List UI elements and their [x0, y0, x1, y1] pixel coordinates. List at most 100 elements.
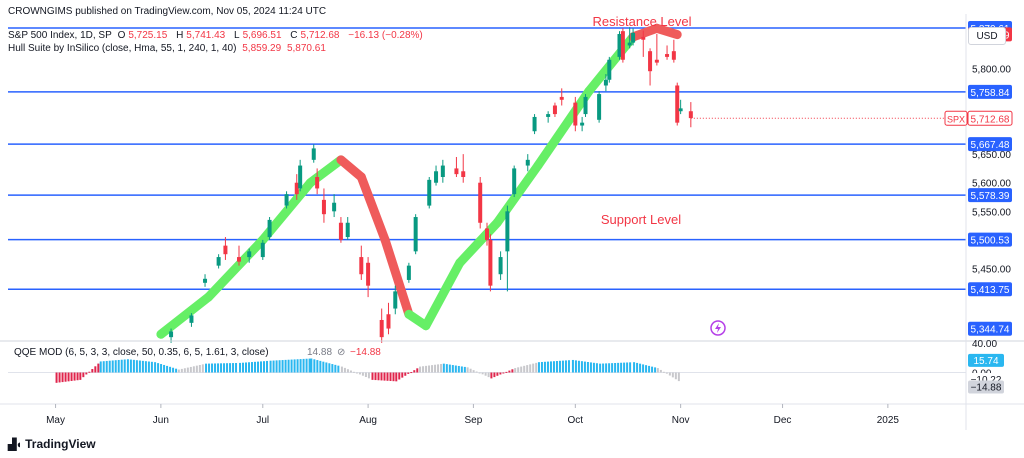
close-value: C 5,712.68 [290, 30, 342, 41]
candle [247, 248, 252, 263]
qqe-bar [466, 367, 469, 373]
svg-text:5,758.84: 5,758.84 [971, 88, 1010, 99]
candle [532, 114, 537, 135]
qqe-bar [552, 361, 555, 373]
candles [169, 27, 693, 343]
qqe-bar [659, 369, 662, 373]
lightning-icon[interactable] [710, 320, 726, 336]
qqe-bar [651, 366, 654, 373]
candle-body [620, 31, 625, 60]
candle-body [203, 278, 208, 283]
qqe-bar [645, 365, 648, 373]
candle [454, 156, 459, 177]
qqe-bar [371, 372, 374, 380]
qqe-bar [389, 372, 392, 381]
qqe-bar [671, 372, 674, 378]
qqe-bar [302, 358, 305, 373]
candle-body [247, 251, 252, 258]
qqe-bar [195, 365, 198, 373]
indicator-line: Hull Suite by InSilico (close, Hma, 55, … [8, 43, 329, 55]
candle [688, 102, 693, 128]
candle-body [315, 177, 320, 189]
qqe-bar [337, 365, 340, 373]
qqe-bar [316, 360, 319, 373]
candle [223, 237, 228, 260]
qqe-bar [425, 365, 428, 373]
qqe-bar [346, 369, 349, 373]
candle [525, 154, 530, 172]
candle-body [665, 54, 670, 57]
candle [311, 144, 316, 163]
candle [559, 88, 564, 106]
qqe-bar [172, 367, 175, 373]
candle-body [627, 42, 632, 46]
candle [648, 48, 653, 86]
qqe-bar [540, 361, 543, 373]
qqe-bar [546, 361, 549, 373]
qqe-bar [226, 363, 229, 373]
candle-body [552, 105, 557, 115]
candle [298, 159, 303, 192]
candle-body [671, 51, 676, 60]
qqe-bar [201, 364, 204, 373]
qqe-bar [481, 372, 484, 375]
x-tick-label: Dec [774, 415, 792, 426]
qqe-bar [532, 363, 535, 373]
tradingview-logo: ▟◖ TradingView [8, 437, 96, 451]
qqe-bar [76, 372, 79, 381]
qqe-bar [413, 370, 416, 373]
hull-segment [492, 161, 543, 228]
candle [434, 165, 439, 186]
qqe-bar [487, 372, 490, 378]
qqe-legend-value-1: 14.88 [307, 347, 332, 358]
candle-body [485, 228, 489, 240]
qqe-bar [605, 363, 608, 373]
candle-body [366, 262, 371, 286]
qqe-bar [208, 363, 211, 373]
candle-body [603, 79, 608, 86]
qqe-bar [308, 358, 311, 373]
qqe-bar [648, 365, 651, 373]
candle-body [498, 257, 503, 275]
qqe-bar [665, 372, 668, 374]
qqe-bar [633, 362, 636, 373]
candle [512, 165, 517, 198]
candle-body [597, 94, 602, 120]
qqe-bar [508, 370, 511, 373]
qqe-bar [287, 359, 290, 373]
hull-suite-line [156, 23, 682, 339]
qqe-bar [395, 372, 398, 382]
qqe-bar [334, 364, 337, 373]
qqe-histogram [8, 358, 966, 383]
candle [580, 116, 585, 132]
qqe-bar [82, 372, 85, 378]
level-price-tag: 5,578.39 [968, 188, 1012, 203]
qqe-bar [416, 368, 419, 373]
indicator-value-1: 5,859.29 [242, 43, 282, 54]
y-tick-label: 5,450.00 [972, 265, 1011, 276]
candle [406, 262, 411, 283]
qqe-bar [58, 372, 61, 383]
qqe-bar [454, 365, 457, 373]
candle [488, 234, 493, 292]
qqe-bar [278, 360, 281, 373]
qqe-bar [642, 364, 645, 373]
publisher-text: CROWNGIMS published on TradingView.com, … [8, 6, 327, 17]
qqe-bar [595, 363, 598, 373]
qqe-bar [442, 363, 445, 373]
candle [620, 28, 625, 63]
qqe-bar [126, 359, 129, 373]
open-number: 5,725.15 [128, 30, 168, 41]
qqe-bar [361, 372, 364, 376]
qqe-bar [410, 372, 413, 374]
level-price-tag: 5,758.84 [968, 84, 1012, 99]
qqe-bar [296, 359, 299, 373]
candle-body [332, 202, 337, 212]
qqe-bar [117, 359, 120, 373]
qqe-bar [558, 360, 561, 373]
qqe-bar [192, 366, 195, 373]
currency-button[interactable]: USD [968, 27, 1006, 45]
qqe-bar [73, 372, 76, 381]
qqe-bar [398, 372, 401, 380]
qqe-bar [144, 361, 147, 373]
